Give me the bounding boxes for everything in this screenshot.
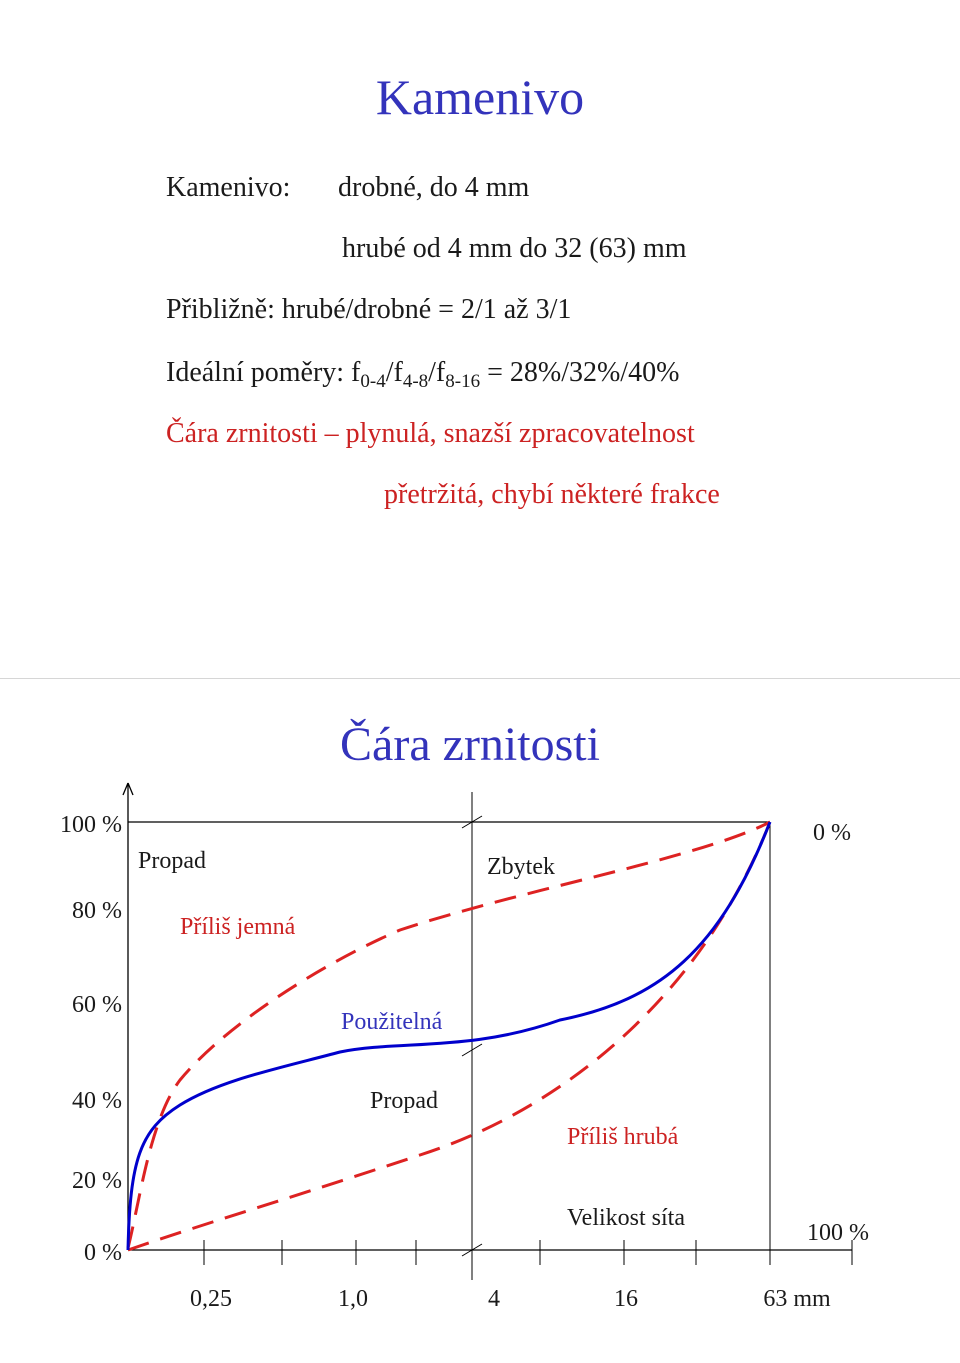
label-zbytek: Zbytek bbox=[487, 854, 555, 880]
kamenivo-label: Kamenivo: bbox=[166, 172, 291, 203]
ratio-line: Přibližně: hrubé/drobné = 2/1 až 3/1 bbox=[166, 294, 572, 325]
y-label-80: 80 % bbox=[72, 898, 122, 924]
curve-line-gap: přetržitá, chybí některé frakce bbox=[384, 479, 720, 510]
slide-kamenivo: Kamenivo Kamenivo: drobné, do 4 mm hrubé… bbox=[0, 0, 960, 678]
y-label-0: 0 % bbox=[84, 1240, 122, 1266]
ideal-sub-1: 0-4 bbox=[360, 371, 386, 392]
x-label-16: 16 bbox=[614, 1286, 638, 1312]
slash-mark bbox=[461, 815, 483, 829]
y-label-20: 20 % bbox=[72, 1168, 122, 1194]
kamenivo-coarse: hrubé od 4 mm do 32 (63) mm bbox=[342, 233, 687, 264]
right-label-bottom: 100 % bbox=[807, 1220, 869, 1246]
label-usable: Použitelná bbox=[341, 1009, 443, 1035]
diagram-title: Čára zrnitosti bbox=[340, 717, 600, 771]
ideal-sub-2: 4-8 bbox=[402, 371, 429, 392]
y-axis-arrow-left bbox=[122, 782, 129, 796]
upper-limit-curve bbox=[126, 820, 771, 1249]
curve-line-continuous: Čára zrnitosti – plynulá, snazší zpracov… bbox=[166, 418, 695, 449]
right-label-top: 0 % bbox=[813, 820, 851, 846]
slash-mark bbox=[461, 1043, 483, 1057]
ideal-sep-1: /f bbox=[385, 357, 403, 388]
grading-curve-diagram: Čára zrnitosti 100 % 80 % 60 % 40 % 20 % bbox=[60, 717, 869, 1312]
kamenivo-fine: drobné, do 4 mm bbox=[338, 172, 530, 203]
y-label-60: 60 % bbox=[72, 992, 122, 1018]
y-label-40: 40 % bbox=[72, 1088, 122, 1114]
slide-divider bbox=[0, 678, 960, 679]
ideal-value: = 28%/32%/40% bbox=[480, 357, 680, 388]
label-propad-top: Propad bbox=[138, 848, 206, 874]
y-label-100: 100 % bbox=[60, 812, 122, 838]
slash-mark bbox=[461, 1243, 483, 1257]
x-label-63mm: 63 mm bbox=[763, 1286, 831, 1312]
ideal-prefix: Ideální poměry: f bbox=[166, 357, 361, 388]
ideal-sub-3: 8-16 bbox=[445, 371, 481, 392]
ideal-ratio-line: Ideální poměry: f0-4/f4-8/f8-16 = 28%/32… bbox=[166, 357, 680, 392]
label-propad-mid: Propad bbox=[370, 1088, 438, 1114]
label-too-fine: Příliš jemná bbox=[180, 914, 296, 940]
x-label-1-0: 1,0 bbox=[338, 1286, 368, 1312]
label-sieve-size: Velikost síta bbox=[567, 1205, 685, 1231]
lower-limit-curve bbox=[127, 821, 772, 1252]
usable-grading-curve bbox=[126, 821, 772, 1251]
x-label-4: 4 bbox=[488, 1286, 500, 1312]
label-too-coarse: Příliš hrubá bbox=[567, 1124, 679, 1150]
y-axis-arrow-right bbox=[127, 782, 134, 796]
ideal-sep-2: /f bbox=[428, 357, 446, 388]
slide-title: Kamenivo bbox=[375, 69, 585, 125]
slide-cara-zrnitosti: Čára zrnitosti 100 % 80 % 60 % 40 % 20 % bbox=[0, 680, 960, 1358]
x-label-0-25: 0,25 bbox=[190, 1286, 232, 1312]
